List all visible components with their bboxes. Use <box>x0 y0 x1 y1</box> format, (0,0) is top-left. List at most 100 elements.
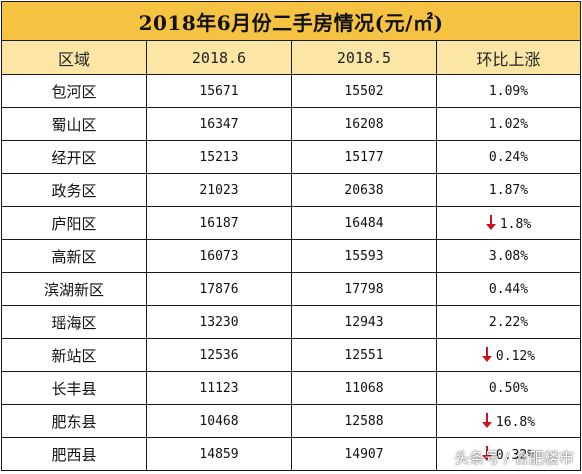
column-header-2018-5: 2018.5 <box>291 40 437 75</box>
down-arrow-icon <box>481 412 492 428</box>
column-header-district: 区域 <box>1 40 147 75</box>
change-value: 1.87% <box>488 182 529 198</box>
change-cell: 16.8% <box>436 404 581 438</box>
price-2018-6-value: 16073 <box>199 248 239 264</box>
district-value: 庐阳区 <box>51 214 97 233</box>
price-2018-5-value: 14907 <box>344 446 384 462</box>
change-value: 16.8% <box>495 414 536 430</box>
price-2018-6-cell: 16073 <box>146 239 292 273</box>
column-header-change: 环比上涨 <box>436 40 581 75</box>
price-2018-5-cell: 15593 <box>291 239 437 273</box>
district-cell: 包河区 <box>1 74 147 108</box>
price-2018-6-cell: 11123 <box>146 371 292 405</box>
change-value: 0.24% <box>488 149 529 165</box>
table-row: 肥东县 10468 12588 16.8% <box>1 404 581 438</box>
change-value: 0.44% <box>488 281 529 297</box>
district-value: 新站区 <box>51 346 97 365</box>
district-cell: 蜀山区 <box>1 107 147 141</box>
watermark: 头条号 / 合肥楼市 <box>454 449 574 467</box>
change-value: 0.50% <box>488 380 529 396</box>
price-2018-6-value: 15671 <box>199 83 239 99</box>
change-value: 0.32% <box>495 447 536 463</box>
table-row: 新站区 12536 12551 0.12% <box>1 338 581 372</box>
district-value: 高新区 <box>51 247 97 266</box>
change-value: 2.22% <box>488 314 529 330</box>
price-2018-5-cell: 20638 <box>291 173 437 207</box>
change-cell: 0.32% <box>436 437 581 471</box>
change-value: 1.02% <box>488 116 529 132</box>
district-cell: 瑶海区 <box>1 305 147 339</box>
district-value: 肥东县 <box>51 412 97 431</box>
price-2018-6-value: 16347 <box>199 116 239 132</box>
price-2018-5-cell: 11068 <box>291 371 437 405</box>
district-cell: 新站区 <box>1 338 147 372</box>
table-row: 蜀山区 16347 16208 1.02% <box>1 107 581 141</box>
change-cell: 1.8% <box>436 206 581 240</box>
change-value: 1.8% <box>499 216 532 232</box>
price-2018-5-cell: 12588 <box>291 404 437 438</box>
table-row: 瑶海区 13230 12943 2.22% <box>1 305 581 339</box>
price-2018-6-value: 15213 <box>199 149 239 165</box>
change-cell: 1.87% <box>436 173 581 207</box>
price-2018-6-value: 17876 <box>199 281 239 297</box>
district-value: 瑶海区 <box>51 313 97 332</box>
district-cell: 政务区 <box>1 173 147 207</box>
title-row: 2018年6月份二手房情况(元/㎡) <box>1 1 581 41</box>
price-2018-5-cell: 12551 <box>291 338 437 372</box>
price-2018-5-cell: 16208 <box>291 107 437 141</box>
district-value: 政务区 <box>51 181 97 200</box>
price-2018-5-cell: 15502 <box>291 74 437 108</box>
price-2018-6-value: 10468 <box>199 413 239 429</box>
change-value: 0.12% <box>495 348 536 364</box>
table-row: 经开区 15213 15177 0.24% <box>1 140 581 174</box>
district-cell: 滨湖新区 <box>1 272 147 306</box>
table-row: 政务区 21023 20638 1.87% <box>1 173 581 207</box>
table-body: 包河区 15671 15502 1.09% 蜀山区 16347 16208 1.02% 经开区 1… <box>1 74 581 471</box>
price-2018-6-cell: 14859 <box>146 437 292 471</box>
price-2018-5-value: 20638 <box>344 182 384 198</box>
price-2018-5-value: 16484 <box>344 215 384 231</box>
column-header-2018-6: 2018.6 <box>146 40 292 75</box>
district-value: 包河区 <box>51 82 97 101</box>
change-value: 3.08% <box>488 248 529 264</box>
price-2018-5-value: 12551 <box>344 347 384 363</box>
district-cell: 肥东县 <box>1 404 147 438</box>
change-cell: 3.08% <box>436 239 581 273</box>
change-cell: 1.09% <box>436 74 581 108</box>
district-cell: 高新区 <box>1 239 147 273</box>
district-value: 经开区 <box>51 148 97 167</box>
table-row: 包河区 15671 15502 1.09% <box>1 74 581 108</box>
district-value: 肥西县 <box>51 445 97 464</box>
price-2018-6-value: 16187 <box>199 215 239 231</box>
price-2018-5-value: 15593 <box>344 248 384 264</box>
table-row: 庐阳区 16187 16484 1.8% <box>1 206 581 240</box>
district-value: 滨湖新区 <box>43 280 104 299</box>
price-2018-5-cell: 16484 <box>291 206 437 240</box>
change-cell: 0.50% <box>436 371 581 405</box>
down-arrow-icon <box>485 214 496 230</box>
district-value: 长丰县 <box>51 379 97 398</box>
price-2018-5-value: 12943 <box>344 314 384 330</box>
price-2018-6-value: 14859 <box>199 446 239 462</box>
price-2018-5-value: 15502 <box>344 83 384 99</box>
price-2018-5-cell: 15177 <box>291 140 437 174</box>
district-cell: 肥西县 <box>1 437 147 471</box>
price-2018-5-value: 15177 <box>344 149 384 165</box>
price-2018-6-value: 12536 <box>199 347 239 363</box>
change-cell: 1.02% <box>436 107 581 141</box>
price-2018-6-cell: 10468 <box>146 404 292 438</box>
price-2018-6-cell: 15671 <box>146 74 292 108</box>
price-2018-5-value: 11068 <box>344 380 384 396</box>
price-2018-5-cell: 12943 <box>291 305 437 339</box>
change-cell: 2.22% <box>436 305 581 339</box>
price-2018-6-value: 21023 <box>199 182 239 198</box>
price-2018-6-cell: 16347 <box>146 107 292 141</box>
table-row: 滨湖新区 17876 17798 0.44% <box>1 272 581 306</box>
district-cell: 经开区 <box>1 140 147 174</box>
price-2018-6-value: 13230 <box>199 314 239 330</box>
district-cell: 庐阳区 <box>1 206 147 240</box>
table-row: 肥西县 14859 14907 0.32% <box>1 437 581 471</box>
price-2018-5-value: 17798 <box>344 281 384 297</box>
price-2018-6-cell: 16187 <box>146 206 292 240</box>
